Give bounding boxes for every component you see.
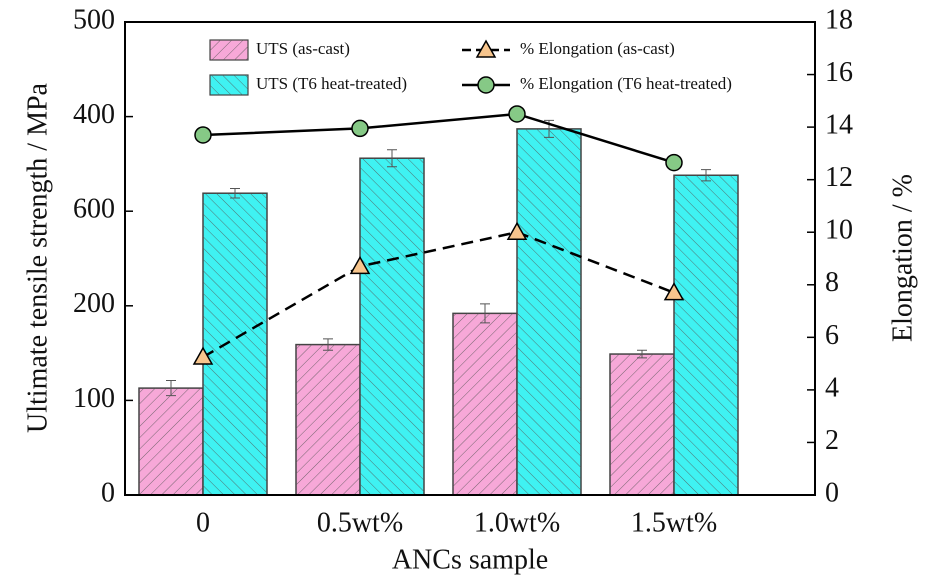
bar-hatch xyxy=(203,193,267,495)
y2-tick-label: 14 xyxy=(825,110,853,141)
y2-tick-label: 18 xyxy=(825,4,853,35)
y-tick-label: 0 xyxy=(101,477,115,508)
y2-tick-label: 10 xyxy=(825,215,853,246)
bar-hatch xyxy=(296,344,360,495)
y-tick-label: 500 xyxy=(73,4,115,35)
bar-hatch xyxy=(610,354,674,495)
marker xyxy=(663,282,685,301)
line xyxy=(202,112,675,164)
marker xyxy=(475,39,497,58)
legend-hatch xyxy=(210,40,248,60)
y2-tick-label: 2 xyxy=(825,425,839,456)
error-bar xyxy=(387,149,397,168)
error-bar xyxy=(637,349,647,359)
marker xyxy=(665,153,683,172)
y2-tick-label: 4 xyxy=(825,372,839,403)
bar-hatch xyxy=(453,313,517,495)
error-bar xyxy=(166,380,176,397)
y2-tick-label: 12 xyxy=(825,162,853,193)
legend-label: UTS (as-cast) xyxy=(256,39,350,58)
x-tick-label: 0 xyxy=(196,507,210,538)
y2-tick-label: 0 xyxy=(825,477,839,508)
marker xyxy=(506,221,528,240)
marker xyxy=(351,119,369,138)
marker xyxy=(192,346,214,365)
legend-hatch xyxy=(210,75,248,95)
line xyxy=(202,230,675,359)
x-axis-title: ANCs sample xyxy=(392,544,548,575)
y2-tick-label: 16 xyxy=(825,57,853,88)
y2-tick-label: 8 xyxy=(825,267,839,298)
bar-hatch xyxy=(139,388,203,495)
y2-tick-label: 6 xyxy=(825,320,839,351)
y-tick-label: 100 xyxy=(73,383,115,414)
x-tick-label: 0.5wt% xyxy=(317,507,403,538)
error-bar xyxy=(230,187,240,199)
legend-label: % Elongation (T6 heat-treated) xyxy=(520,74,732,93)
marker xyxy=(508,105,526,123)
bar-hatch xyxy=(517,128,581,495)
legend-label: % Elongation (as-cast) xyxy=(520,39,675,58)
y-tick-label: 600 xyxy=(73,194,115,225)
marker xyxy=(194,126,212,144)
plot-frame xyxy=(124,21,816,496)
y-tick-label: 200 xyxy=(73,288,115,319)
bar-hatch xyxy=(360,158,424,495)
x-tick-label: 1.0wt% xyxy=(474,507,560,538)
error-bar xyxy=(701,169,711,182)
y2-axis-title: Elongation / % xyxy=(887,174,918,342)
legend-label: UTS (T6 heat-treated) xyxy=(256,74,407,93)
marker xyxy=(349,255,371,275)
error-bar xyxy=(480,303,490,324)
marker xyxy=(477,76,495,94)
x-tick-label: 1.5wt% xyxy=(631,507,717,538)
error-bar xyxy=(323,338,333,351)
y-axis-title: Ultimate tensile strength / MPa xyxy=(22,82,53,433)
y-tick-label: 400 xyxy=(73,99,115,130)
bar-hatch xyxy=(674,175,738,495)
